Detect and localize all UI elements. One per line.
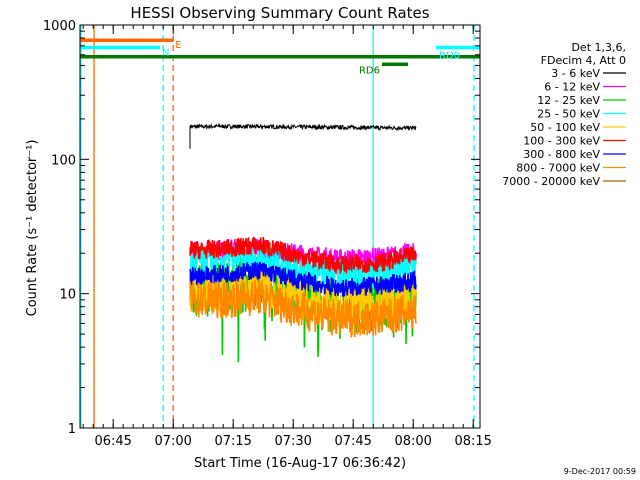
y-tick-label: 100 (51, 153, 76, 168)
legend-label-1: 6 - 12 keV (544, 81, 600, 94)
legend-label-2: 12 - 25 keV (537, 94, 600, 107)
x-tick-label: 06:45 (94, 434, 131, 449)
x-tick-label: 08:00 (394, 434, 431, 449)
state-label-n: N (162, 47, 169, 58)
legend-label-6: 300 - 800 keV (523, 148, 600, 161)
x-tick-label: 07:15 (214, 434, 251, 449)
legend-label-5: 100 - 300 keV (523, 135, 600, 148)
plot-frame (79, 24, 481, 429)
y-axis-label: Count Rate (s⁻¹ detector⁻¹) (25, 140, 40, 317)
x-tick-label: 07:00 (154, 434, 191, 449)
series-line-0 (189, 122, 417, 132)
state-label-rd6: RD6 (359, 65, 380, 76)
legend-label-3: 25 - 50 keV (537, 108, 600, 121)
y-axis: 1 10 100 1000 (43, 19, 480, 437)
legend-label-7: 800 - 7000 keV (516, 162, 600, 175)
vertical-markers (80, 25, 475, 428)
x-tick-label: 07:30 (274, 434, 311, 449)
y-tick-label: 10 (59, 288, 76, 303)
x-tick-label: 07:45 (334, 434, 371, 449)
state-label-rd0: RD0 (439, 50, 460, 61)
footer-timestamp: 9-Dec-2017 00:59 (564, 467, 636, 476)
legend-header-line-2: FDecim 4, Att 0 (541, 54, 626, 67)
x-tick-label: 08:15 (454, 434, 491, 449)
x-axis-label: Start Time (16-Aug-17 06:36:42) (194, 456, 406, 471)
series-line-7 (189, 279, 417, 338)
legend-label-0: 3 - 6 keV (551, 67, 600, 80)
x-axis: 06:45 07:00 07:15 07:30 07:45 08:00 08:15 (82, 25, 492, 449)
state-bars (80, 38, 480, 67)
series-line-6 (189, 261, 417, 297)
y-tick-label: 1 (68, 422, 76, 437)
legend-label-8: 7000 - 20000 keV (502, 175, 600, 188)
state-label-e: E (175, 40, 181, 51)
data-series (189, 122, 417, 363)
legend-header-line-1: Det 1,3,6, (571, 41, 626, 54)
series-line-5 (189, 236, 417, 276)
chart-title: HESSI Observing Summary Count Rates (130, 4, 429, 22)
y-tick-label: 1000 (43, 19, 76, 34)
legend-label-4: 50 - 100 keV (530, 121, 600, 134)
